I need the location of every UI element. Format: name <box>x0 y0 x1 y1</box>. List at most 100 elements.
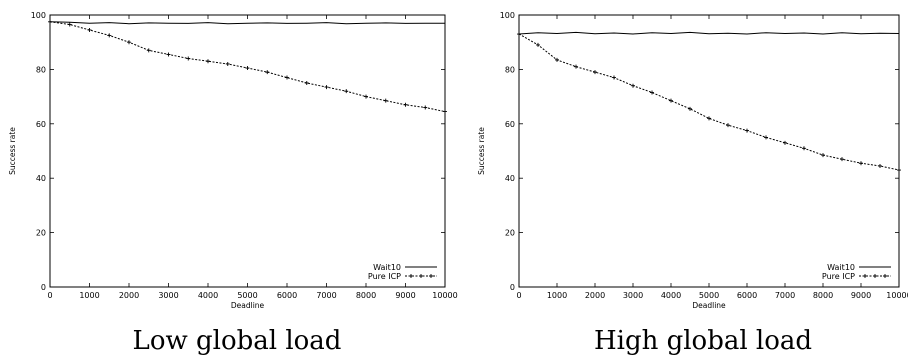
x-tick-label: 2000 <box>585 291 605 300</box>
data-point-marker <box>688 106 692 111</box>
legend-label: Pure ICP <box>368 272 401 281</box>
y-tick-label: 100 <box>500 11 515 20</box>
legend-label: Wait10 <box>827 263 855 272</box>
legend-marker <box>863 274 867 278</box>
data-point-marker <box>107 33 112 38</box>
x-tick-label: 7000 <box>316 291 336 300</box>
chart-low-global-load: 0 1000 2000 3000 4000 5000 6000 7000 8000 9000 100… <box>8 11 458 356</box>
data-point-marker <box>48 19 52 24</box>
data-point-marker <box>245 66 250 71</box>
data-point-marker <box>403 102 408 107</box>
x-tick-label: 3000 <box>623 291 643 300</box>
x-tick-label: 3000 <box>158 291 178 300</box>
series-line-pure-icp <box>518 33 900 171</box>
data-point-marker <box>764 135 768 140</box>
x-tick-label: 7000 <box>775 291 795 300</box>
x-tick-label: 5000 <box>237 291 257 300</box>
figure-caption: Low global load <box>133 326 342 356</box>
chart-high-global-load: 0 1000 2000 3000 4000 5000 6000 7000 8000 9000 100… <box>477 11 908 356</box>
data-point-marker <box>304 81 309 85</box>
data-point-marker <box>612 75 616 80</box>
series-line-wait10 <box>49 21 445 25</box>
data-point-marker <box>878 163 882 168</box>
data-point-marker <box>840 157 844 162</box>
data-point-marker <box>285 75 289 80</box>
data-point-marker <box>745 128 749 133</box>
y-tick-label: 100 <box>31 11 46 20</box>
data-point-marker <box>669 98 673 103</box>
legend-label: Pure ICP <box>822 272 855 281</box>
data-point-marker <box>631 83 635 88</box>
legend-marker <box>419 274 423 278</box>
legend-marker <box>883 274 887 278</box>
y-tick-label: 0 <box>510 283 515 292</box>
x-tick-label: 9000 <box>851 291 871 300</box>
y-tick-label: 40 <box>36 174 46 183</box>
x-tick-label: 1000 <box>547 291 567 300</box>
x-axis-label: Deadline <box>231 301 265 310</box>
x-tick-label: 6000 <box>737 291 757 300</box>
x-tick-label: 2000 <box>119 291 139 300</box>
legend-marker <box>429 274 433 278</box>
data-point-marker <box>859 161 863 166</box>
y-tick-label: 60 <box>505 120 515 129</box>
y-tick-label: 0 <box>41 283 46 292</box>
data-point-marker <box>536 42 540 47</box>
y-tick-label: 20 <box>505 229 515 238</box>
y-axis-label: Success rate <box>8 127 17 175</box>
data-point-marker <box>555 57 559 62</box>
x-tick-label: 6000 <box>277 291 297 300</box>
data-point-marker <box>897 168 901 173</box>
data-point-marker <box>127 40 131 45</box>
data-point-marker <box>383 98 388 103</box>
data-point-marker <box>364 94 368 99</box>
x-tick-label: 10000 <box>886 291 908 300</box>
figure-caption: High global load <box>594 326 812 356</box>
data-point-marker <box>802 146 806 151</box>
data-point-marker <box>265 70 270 75</box>
x-tick-label: 9000 <box>395 291 415 300</box>
data-point-marker <box>225 61 230 66</box>
data-point-marker <box>821 153 825 158</box>
data-point-marker <box>593 70 597 75</box>
x-tick-label: 0 <box>516 291 521 300</box>
data-point-marker <box>574 64 578 69</box>
x-tick-label: 8000 <box>356 291 376 300</box>
y-tick-label: 20 <box>36 229 46 238</box>
y-axis-label: Success rate <box>477 127 486 175</box>
y-tick-label: 40 <box>505 174 515 183</box>
legend-marker <box>409 274 413 278</box>
data-point-marker <box>783 140 787 145</box>
data-point-marker <box>87 27 92 32</box>
data-point-marker <box>206 59 210 64</box>
data-point-marker <box>146 48 151 53</box>
data-point-marker <box>166 52 171 57</box>
x-tick-label: 0 <box>47 291 52 300</box>
y-tick-label: 60 <box>36 120 46 129</box>
data-point-marker <box>443 109 447 114</box>
y-tick-label: 80 <box>36 65 46 74</box>
data-point-marker <box>726 123 730 128</box>
series-line-wait10 <box>518 31 900 35</box>
x-tick-label: 4000 <box>198 291 218 300</box>
x-tick-label: 5000 <box>699 291 719 300</box>
x-axis-label: Deadline <box>692 301 726 310</box>
data-point-marker <box>423 105 428 110</box>
legend-label: Wait10 <box>373 263 401 272</box>
data-point-marker <box>344 89 349 94</box>
plot-frame <box>518 14 900 288</box>
data-point-marker <box>650 90 654 95</box>
data-point-marker <box>186 56 191 61</box>
x-tick-label: 4000 <box>661 291 681 300</box>
x-tick-label: 8000 <box>813 291 833 300</box>
x-tick-label: 10000 <box>432 291 457 300</box>
data-point-marker <box>324 85 329 90</box>
x-tick-label: 1000 <box>79 291 99 300</box>
y-tick-label: 80 <box>505 65 515 74</box>
plot-frame <box>49 14 446 288</box>
data-point-marker <box>517 32 521 37</box>
data-point-marker <box>707 116 711 121</box>
legend-marker <box>873 274 877 278</box>
data-point-marker <box>67 22 72 27</box>
